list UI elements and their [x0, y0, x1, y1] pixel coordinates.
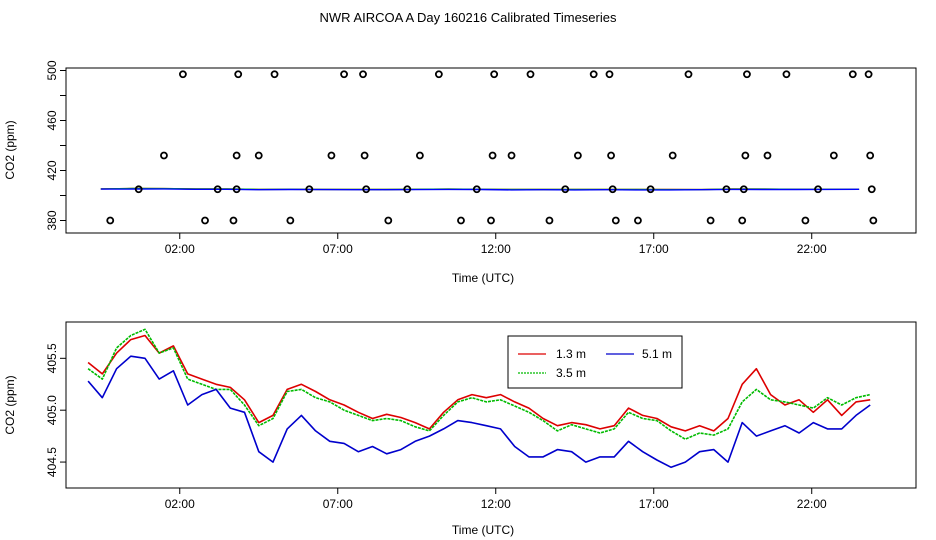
top-data-point-20: [403, 185, 412, 194]
top-data-point-51: [814, 185, 822, 194]
top-data-point-8: [232, 151, 241, 160]
bottom-series-line-0: [87, 334, 871, 432]
bottom-x-axis: 02:00 07:00 12:00 17:00 22:00: [165, 488, 827, 511]
top-data-point-57: [869, 216, 878, 225]
top-data-point-21: [416, 151, 424, 160]
top-data-point-45: [739, 185, 748, 194]
top-x-tick-label-0: 02:00: [165, 242, 195, 256]
bottom-x-tick-label-4: 22:00: [797, 497, 827, 511]
top-data-point-46: [741, 151, 750, 160]
top-data-point-14: [327, 151, 336, 160]
top-data-point-16: [359, 70, 367, 79]
bottom-x-tick-label-3: 17:00: [639, 497, 669, 511]
top-data-point-7: [232, 185, 241, 194]
top-data-point-4: [201, 216, 209, 225]
top-data-point-36: [608, 185, 617, 194]
legend-label-5-1m: 5.1 m: [642, 347, 672, 361]
top-data-point-24: [472, 185, 481, 194]
top-x-tick-label-3: 17:00: [639, 242, 669, 256]
top-data-point-31: [561, 185, 570, 194]
bottom-x-tick-label-1: 07:00: [323, 497, 353, 511]
legend-label-1-3m: 1.3 m: [556, 347, 586, 361]
top-data-point-48: [763, 151, 772, 160]
top-data-point-32: [573, 151, 582, 160]
top-data-point-17: [360, 151, 369, 160]
figure-title: NWR AIRCOA A Day 160216 Calibrated Times…: [320, 10, 617, 25]
bottom-y-tick-label-1: 405.0: [45, 395, 59, 425]
top-data-point-53: [848, 70, 857, 79]
top-x-axis-label: Time (UTC): [452, 271, 514, 285]
top-data-point-15: [340, 70, 348, 79]
top-panel-co2-scatter: 02:00 07:00 12:00 17:00 22:00 380 420 460 500 T…: [3, 60, 917, 285]
bottom-series-group: [87, 328, 871, 469]
top-data-point-42: [706, 216, 715, 225]
top-data-point-50: [801, 216, 810, 225]
top-data-point-18: [362, 185, 371, 194]
top-data-point-33: [589, 70, 598, 79]
bottom-series-line-2: [87, 355, 871, 469]
top-data-point-30: [545, 216, 554, 225]
top-data-point-49: [782, 70, 791, 79]
bottom-y-tick-label-0: 404.5: [45, 447, 59, 477]
top-data-point-19: [384, 216, 393, 225]
bottom-x-tick-label-0: 02:00: [165, 497, 195, 511]
top-data-point-29: [526, 70, 535, 79]
top-data-point-1: [134, 185, 143, 194]
top-data-point-54: [864, 70, 873, 79]
top-x-axis: 02:00 07:00 12:00 17:00 22:00: [165, 233, 827, 256]
top-data-point-11: [270, 70, 279, 79]
top-data-point-27: [490, 70, 499, 79]
bottom-series-line-1: [87, 328, 871, 441]
top-data-point-40: [668, 151, 677, 160]
legend-label-3-5m: 3.5 m: [556, 366, 586, 380]
top-data-point-47: [743, 70, 751, 79]
top-data-point-3: [179, 70, 187, 79]
bottom-panel-co2-lines: 02:00 07:00 12:00 17:00 22:00 404.5 405.0 405.…: [3, 321, 917, 537]
bottom-plot-frame: [65, 321, 917, 489]
top-data-point-26: [488, 151, 497, 160]
legend: 1.3 m 3.5 m 5.1 m: [507, 335, 683, 389]
top-data-point-41: [684, 70, 693, 79]
top-y-tick-label-3: 500: [45, 60, 59, 80]
top-data-point-43: [722, 185, 731, 194]
top-data-point-44: [738, 216, 747, 225]
top-data-point-37: [611, 216, 620, 225]
top-data-point-52: [829, 151, 838, 160]
top-x-tick-label-4: 22:00: [797, 242, 827, 256]
top-series-group: [100, 70, 878, 225]
top-x-tick-label-2: 12:00: [481, 242, 511, 256]
bottom-x-axis-label: Time (UTC): [452, 523, 514, 537]
top-x-tick-label-1: 07:00: [323, 242, 353, 256]
top-y-tick-label-2: 460: [45, 110, 59, 130]
top-data-point-10: [254, 151, 263, 160]
top-y-axis: 380 420 460 500: [45, 60, 66, 231]
top-data-point-13: [305, 185, 314, 194]
top-data-point-34: [605, 70, 614, 79]
top-data-point-12: [286, 216, 295, 225]
top-data-point-56: [867, 185, 876, 194]
top-data-point-38: [634, 216, 642, 225]
bottom-x-tick-label-2: 12:00: [481, 497, 511, 511]
top-data-point-0: [106, 216, 115, 225]
legend-box: [507, 335, 683, 389]
top-data-point-6: [229, 216, 238, 225]
top-y-axis-label: CO2 (ppm): [3, 120, 17, 179]
bottom-y-tick-label-2: 405.5: [45, 343, 59, 373]
top-data-point-39: [646, 185, 655, 194]
top-y-tick-label-1: 420: [45, 160, 59, 180]
bottom-y-axis: 404.5 405.0 405.5: [45, 343, 66, 477]
bottom-y-axis-label: CO2 (ppm): [3, 375, 17, 434]
top-plot-frame: [65, 67, 917, 234]
top-data-point-22: [434, 70, 443, 79]
top-data-point-28: [507, 151, 516, 160]
top-data-point-5: [213, 185, 222, 194]
top-data-point-23: [457, 216, 465, 225]
top-data-point-25: [487, 216, 495, 225]
top-y-tick-label-0: 380: [45, 210, 59, 230]
top-data-point-9: [234, 70, 243, 79]
top-data-point-2: [160, 151, 168, 160]
top-data-point-35: [607, 151, 615, 160]
top-data-point-55: [866, 151, 875, 160]
